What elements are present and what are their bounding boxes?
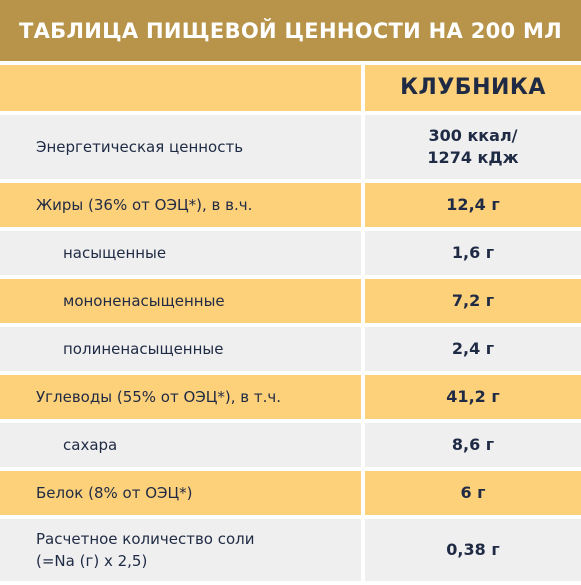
- row-label: Энергетическая ценность: [0, 115, 361, 179]
- header-blank-cell: [0, 65, 361, 111]
- table-title-banner: ТАБЛИЦА ПИЩЕВОЙ ЦЕННОСТИ НА 200 МЛ: [0, 0, 581, 61]
- row-value: 300 ккал/ 1274 кДж: [365, 115, 581, 179]
- row-label: полиненасыщенные: [0, 327, 361, 371]
- nutrition-table: КЛУБНИКА Энергетическая ценность 300 кка…: [0, 65, 581, 585]
- table-row: Расчетное количество соли (=Na (г) х 2,5…: [0, 519, 581, 581]
- table-header-row: КЛУБНИКА: [0, 65, 581, 111]
- table-row: насыщенные 1,6 г: [0, 231, 581, 275]
- row-label: Белок (8% от ОЭЦ*): [0, 471, 361, 515]
- row-value: 6 г: [365, 471, 581, 515]
- row-label-line: (=Na (г) х 2,5): [36, 552, 148, 570]
- table-row: Углеводы (55% от ОЭЦ*), в т.ч. 41,2 г: [0, 375, 581, 419]
- row-label: насыщенные: [0, 231, 361, 275]
- row-label: Расчетное количество соли (=Na (г) х 2,5…: [0, 519, 361, 581]
- row-value: 2,4 г: [365, 327, 581, 371]
- row-value: 0,38 г: [365, 519, 581, 581]
- row-value: 1,6 г: [365, 231, 581, 275]
- row-label: сахара: [0, 423, 361, 467]
- row-value: 8,6 г: [365, 423, 581, 467]
- row-value-line: 300 ккал/: [428, 126, 518, 145]
- table-row: Энергетическая ценность 300 ккал/ 1274 к…: [0, 115, 581, 179]
- row-label: Жиры (36% от ОЭЦ*), в в.ч.: [0, 183, 361, 227]
- table-row: Жиры (36% от ОЭЦ*), в в.ч. 12,4 г: [0, 183, 581, 227]
- row-label: мононенасыщенные: [0, 279, 361, 323]
- row-value: 7,2 г: [365, 279, 581, 323]
- row-value: 41,2 г: [365, 375, 581, 419]
- row-label-line: Расчетное количество соли: [36, 530, 255, 548]
- table-row: сахара 8,6 г: [0, 423, 581, 467]
- table-title: ТАБЛИЦА ПИЩЕВОЙ ЦЕННОСТИ НА 200 МЛ: [18, 18, 562, 43]
- row-label: Углеводы (55% от ОЭЦ*), в т.ч.: [0, 375, 361, 419]
- column-header-strawberry: КЛУБНИКА: [365, 65, 581, 111]
- table-row: мононенасыщенные 7,2 г: [0, 279, 581, 323]
- row-value: 12,4 г: [365, 183, 581, 227]
- row-value-line: 1274 кДж: [427, 148, 519, 167]
- table-row: полиненасыщенные 2,4 г: [0, 327, 581, 371]
- table-row: Белок (8% от ОЭЦ*) 6 г: [0, 471, 581, 515]
